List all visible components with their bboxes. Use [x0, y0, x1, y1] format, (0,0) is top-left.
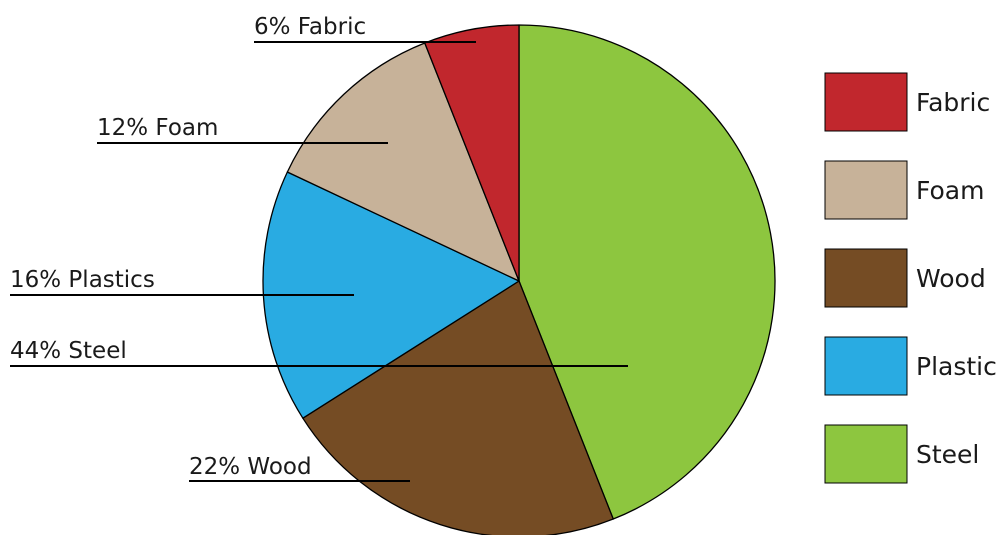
slice-label-fabric: 6% Fabric [254, 14, 366, 40]
legend-swatch-steel [824, 424, 908, 484]
legend-label-foam: Foam [916, 176, 984, 205]
pie-slice-steel [518, 24, 776, 520]
pie-slice-plastics [262, 171, 520, 419]
slice-label-plastics: 16% Plastics [10, 267, 155, 293]
legend-label-wood: Wood [916, 264, 986, 293]
slice-label-foam: 12% Foam [97, 115, 218, 141]
pie-slice-foam [286, 42, 520, 282]
legend-label-steel: Steel [916, 440, 979, 469]
slice-label-wood: 22% Wood [189, 454, 312, 480]
label-leaders: 44% Steel 22% Wood 16% Plastics 12% Foam 6% … [10, 14, 628, 482]
legend: Fabric Foam Wood Plastic Steel [824, 72, 997, 484]
legend-swatch-plastic [824, 336, 908, 396]
pie-slices [262, 24, 776, 535]
legend-swatch-foam [824, 160, 908, 220]
pie-slice-wood [302, 280, 614, 535]
legend-label-plastic: Plastic [916, 352, 997, 381]
legend-swatch-fabric [824, 72, 908, 132]
legend-label-fabric: Fabric [916, 88, 990, 117]
slice-label-steel: 44% Steel [10, 338, 127, 364]
legend-swatch-wood [824, 248, 908, 308]
